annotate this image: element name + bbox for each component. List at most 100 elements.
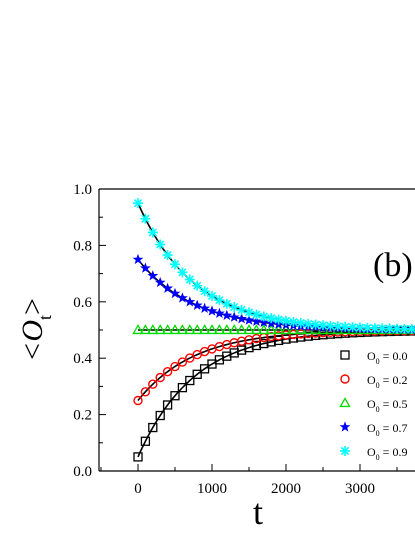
series-5-markers <box>133 198 415 335</box>
data-point-triangle <box>206 324 218 335</box>
y-tick-label: 0.4 <box>73 351 92 367</box>
y-tick-label: 0.6 <box>73 295 92 311</box>
asterisk-stroke <box>318 321 328 330</box>
y-tick-label: 0.2 <box>73 408 92 424</box>
data-point-star <box>236 313 247 324</box>
data-point-asterisk <box>133 198 143 209</box>
data-point-triangle <box>191 324 203 335</box>
data-point-square <box>185 375 195 386</box>
data-point-triangle <box>221 324 233 335</box>
y-tick-label: 0.0 <box>73 464 92 480</box>
data-point-triangle <box>154 324 166 335</box>
asterisk-stroke <box>304 319 313 328</box>
y-axis-label-main: <O <box>16 320 49 362</box>
asterisk-stroke <box>178 268 187 277</box>
data-point-triangle <box>258 324 270 335</box>
legend-entry-2: O0 = 0.2 <box>367 373 407 390</box>
x-tick-label: 0 <box>134 481 142 497</box>
y-tick-label: 0.8 <box>73 238 92 254</box>
asterisk-stroke <box>259 312 268 321</box>
data-markers <box>132 198 415 462</box>
data-point-asterisk <box>207 290 217 301</box>
data-point-square <box>199 364 210 374</box>
data-point-star <box>169 287 181 299</box>
data-point-triangle <box>228 324 240 335</box>
legend: O0 = 0.0 O0 = 0.2 O0 = 0.5 O0 = 0.7 O0 = 0.9 <box>339 349 407 462</box>
data-point-asterisk <box>177 267 188 278</box>
data-point-star <box>132 253 144 265</box>
asterisk-stroke <box>193 281 202 290</box>
asterisk-stroke <box>385 324 394 333</box>
data-point-asterisk <box>258 311 269 322</box>
data-point-triangle <box>161 324 174 335</box>
asterisk-stroke <box>407 324 415 334</box>
data-point-asterisk <box>244 307 254 318</box>
y-axis-label-subscript: t <box>35 315 55 320</box>
data-point-star <box>258 316 270 328</box>
data-point-triangle <box>243 324 255 335</box>
asterisk-stroke <box>148 228 157 237</box>
data-point-triangle <box>235 324 248 335</box>
data-point-asterisk <box>214 295 225 306</box>
data-point-star <box>243 314 255 325</box>
legend-entry-3: O0 = 0.5 <box>367 397 407 414</box>
data-point-star <box>177 292 188 303</box>
data-point-square <box>148 422 158 433</box>
asterisk-stroke <box>185 275 194 284</box>
data-point-triangle <box>139 324 152 335</box>
asterisk-stroke <box>170 260 180 269</box>
asterisk-stroke <box>200 287 209 296</box>
data-point-star <box>221 309 233 321</box>
x-tick-label: 2000 <box>271 481 301 497</box>
tick-labels: 0 1000 2000 3000 0.0 0.2 0.4 0.6 0.8 1.0 <box>73 182 375 497</box>
data-point-square <box>170 391 180 401</box>
data-point-asterisk <box>147 227 158 238</box>
data-point-circle <box>155 372 165 383</box>
asterisk-stroke <box>274 315 283 324</box>
asterisk-stroke <box>237 305 246 314</box>
data-point-asterisk <box>184 274 195 285</box>
data-point-asterisk <box>199 286 210 297</box>
asterisk-stroke <box>370 324 379 333</box>
data-point-asterisk <box>281 315 291 326</box>
data-point-triangle <box>250 324 263 335</box>
data-point-star <box>147 270 159 281</box>
asterisk-stroke <box>340 446 350 456</box>
asterisk-stroke <box>244 308 254 317</box>
y-axis-label: <Ot> <box>16 298 55 362</box>
data-point-asterisk <box>155 239 166 250</box>
data-point-star <box>228 311 240 322</box>
data-point-star <box>191 299 203 310</box>
y-tick-label: 1.0 <box>73 182 92 198</box>
asterisk-stroke <box>392 324 402 333</box>
tick-marks <box>99 188 398 472</box>
panel-label: (b) <box>373 247 413 284</box>
data-point-asterisk <box>140 213 151 224</box>
data-point-square <box>192 369 202 379</box>
data-point-circle <box>133 395 143 406</box>
data-point-triangle <box>147 324 159 335</box>
asterisk-stroke <box>400 324 409 333</box>
data-point-asterisk <box>406 324 415 335</box>
asterisk-stroke <box>230 302 239 312</box>
data-point-asterisk <box>229 302 240 313</box>
data-point-circle <box>177 357 188 367</box>
data-point-star <box>339 421 351 432</box>
data-point-asterisk <box>332 321 343 332</box>
data-point-asterisk <box>273 314 284 325</box>
legend-entry-5: O0 = 0.9 <box>367 445 407 462</box>
asterisk-stroke <box>252 310 261 319</box>
asterisk-stroke <box>341 322 350 331</box>
data-point-star <box>184 296 196 307</box>
data-point-triangle <box>339 397 351 408</box>
data-point-square <box>155 410 165 421</box>
asterisk-stroke <box>363 323 372 332</box>
data-point-circle <box>185 353 195 363</box>
asterisk-stroke <box>156 240 165 249</box>
asterisk-stroke <box>378 324 387 333</box>
data-point-square <box>133 452 143 462</box>
asterisk-stroke <box>267 314 276 323</box>
data-point-asterisk <box>162 250 173 261</box>
asterisk-stroke <box>215 296 224 305</box>
